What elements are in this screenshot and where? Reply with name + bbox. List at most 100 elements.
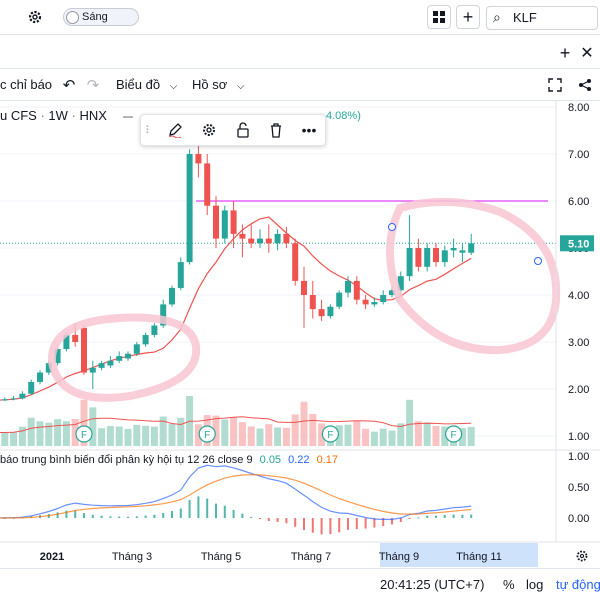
- percent-toggle[interactable]: %: [503, 577, 515, 592]
- layout-grid-icon[interactable]: [427, 5, 451, 29]
- drawing-handle[interactable]: [534, 257, 542, 265]
- symbol-search-value: KLF: [513, 10, 537, 25]
- theme-toggle[interactable]: Sáng: [63, 8, 139, 26]
- macd-hist-bar: [303, 518, 305, 531]
- macd-hist-bar: [285, 518, 288, 524]
- volume-bar: [89, 407, 97, 446]
- add-symbol-button[interactable]: +: [456, 5, 480, 29]
- price-tick-label: 6.00: [568, 196, 589, 208]
- bottom-bar: 20:41:25 (UTC+7) % log tự động: [0, 568, 600, 601]
- volume-bar: [388, 430, 396, 446]
- macd-hist-bar: [65, 510, 68, 518]
- macd-hist-bar: [74, 510, 77, 518]
- price-tick-label: 8.00: [568, 102, 589, 114]
- drawing-toolbar: ⠇ •••: [140, 114, 326, 146]
- candle-body: [301, 280, 307, 295]
- highlight-ellipse-1[interactable]: [47, 313, 201, 402]
- legend-dot: ·: [71, 108, 80, 123]
- candle-body: [186, 154, 193, 263]
- candle-body: [380, 295, 387, 303]
- macd-line: [0, 464, 472, 520]
- candle-body: [10, 398, 17, 400]
- macd-hist-bar: [461, 514, 464, 518]
- macd-hist-bar: [338, 518, 341, 533]
- volume-bar: [115, 426, 123, 446]
- volume-bar: [335, 425, 343, 446]
- drawing-handle[interactable]: [388, 223, 396, 231]
- share-icon[interactable]: [576, 76, 594, 94]
- indicators-button[interactable]: c chỉ báo: [0, 77, 53, 92]
- candle-body: [133, 344, 140, 354]
- candle-body: [336, 292, 343, 307]
- macd-hist-bar: [197, 496, 200, 518]
- candle-body: [441, 250, 448, 263]
- earnings-letter: F: [204, 430, 210, 441]
- time-axis[interactable]: 2021 Tháng 3 Tháng 5 Tháng 7 Tháng 9 Tháng 11: [40, 551, 502, 563]
- volume-bar: [230, 417, 238, 446]
- macd-hist-bar: [443, 514, 446, 518]
- macd-hist-bar: [470, 514, 473, 518]
- auto-toggle[interactable]: tự động: [556, 577, 600, 592]
- toggle-knob: [66, 11, 79, 24]
- gear-icon[interactable]: [24, 6, 46, 28]
- price-axis[interactable]: 8.007.006.005.004.003.002.001.00: [568, 102, 589, 443]
- pencil-icon[interactable]: [165, 120, 185, 140]
- candle-body: [19, 393, 26, 399]
- settings-icon[interactable]: [199, 120, 219, 140]
- macd-hist-bar: [91, 514, 94, 518]
- symbol-search[interactable]: ⌕ KLF: [486, 6, 598, 30]
- plus-icon[interactable]: +: [559, 42, 571, 63]
- candle-body: [45, 363, 52, 373]
- highlight-ellipse-2[interactable]: [386, 197, 561, 355]
- chart-grid: [0, 106, 556, 437]
- chart-type-button[interactable]: Biểu đồ ⌵: [116, 77, 177, 92]
- legend-interval: 1W: [48, 108, 68, 123]
- volume-bar: [291, 414, 299, 446]
- candle-body: [424, 248, 431, 267]
- unlock-icon[interactable]: [233, 120, 253, 140]
- search-icon: ⌕: [493, 9, 501, 25]
- axis-settings-icon[interactable]: [572, 546, 592, 566]
- macd-hist-bar: [179, 508, 182, 518]
- candle-body: [433, 248, 439, 263]
- more-icon[interactable]: •••: [301, 122, 317, 138]
- clock[interactable]: 20:41:25 (UTC+7): [380, 577, 485, 592]
- log-toggle[interactable]: log: [526, 577, 544, 592]
- legend-collapse-icon[interactable]: [122, 115, 133, 118]
- trash-icon[interactable]: [266, 120, 286, 140]
- macd-value-2: 0.22: [288, 454, 310, 466]
- undo-icon[interactable]: ↶: [62, 77, 76, 94]
- legend-change: 4.08%): [326, 110, 361, 122]
- macd-histogram: [3, 496, 473, 535]
- candle-body: [142, 334, 149, 345]
- redo-icon[interactable]: ↷: [86, 77, 100, 94]
- volume-bar: [362, 428, 370, 446]
- top-bar: Sáng + ⌕ KLF: [0, 0, 600, 35]
- candle-body: [371, 302, 378, 305]
- macd-hist-bar: [83, 513, 85, 518]
- chart-legend: u CFS · 1W · HNX: [0, 108, 133, 123]
- price-tick-label: 3.00: [568, 337, 589, 349]
- candle-body: [72, 334, 79, 342]
- volume-bar: [265, 424, 273, 446]
- close-icon[interactable]: ✕: [580, 45, 594, 62]
- volume-bar: [194, 424, 202, 446]
- theme-label: Sáng: [82, 11, 108, 23]
- macd-hist-bar: [347, 518, 349, 530]
- macd-hist-bar: [267, 518, 270, 522]
- candle-body: [151, 325, 158, 335]
- drag-handle-icon[interactable]: ⠇: [144, 124, 154, 137]
- profile-button[interactable]: Hồ sơ ⌵: [192, 77, 244, 92]
- volume-bar: [221, 419, 229, 446]
- volume-bar: [406, 399, 414, 446]
- last-price-text: 5.10: [568, 238, 589, 250]
- macd-value-1: 0.05: [259, 454, 282, 466]
- candle-body: [292, 243, 299, 281]
- macd-hist-bar: [364, 518, 367, 529]
- fullscreen-icon[interactable]: [546, 76, 564, 94]
- volume-bar: [274, 427, 282, 446]
- earnings-letter: F: [327, 430, 333, 441]
- macd-hist-bar: [153, 514, 156, 518]
- macd-hist-bar: [259, 518, 261, 520]
